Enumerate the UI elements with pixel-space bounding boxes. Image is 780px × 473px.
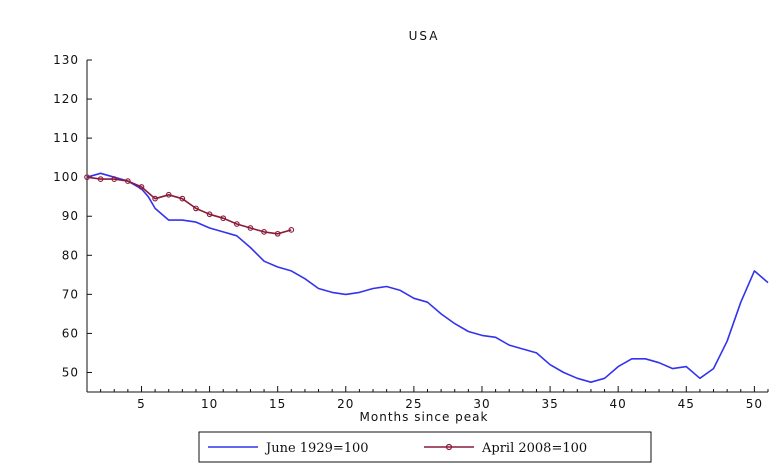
x-tick-label: 25 — [405, 397, 422, 411]
y-tick-label: 80 — [62, 248, 79, 262]
series-point-1 — [152, 195, 158, 202]
legend-marker-april-2008 — [445, 443, 453, 451]
x-tick-label: 5 — [137, 397, 146, 411]
y-tick-label: 90 — [62, 209, 79, 223]
x-axis-label: Months since peak — [360, 410, 489, 424]
series-point-1 — [274, 230, 281, 237]
series-point-1 — [97, 176, 104, 182]
series-point-1 — [193, 205, 199, 212]
series-point-1 — [206, 211, 213, 218]
series-point-1 — [111, 176, 118, 182]
series-point-1 — [247, 225, 254, 231]
series-line-0 — [86, 172, 769, 384]
x-tick-label: 10 — [201, 397, 218, 411]
x-tick-label: 35 — [541, 397, 558, 411]
x-tick-label: 30 — [473, 397, 490, 411]
y-tick-label: 50 — [62, 365, 79, 379]
x-tick-label: 40 — [610, 397, 627, 411]
legend: June 1929=100 April 2008=100 — [198, 431, 652, 463]
y-tick-label: 60 — [62, 326, 79, 340]
y-tick-label: 70 — [62, 287, 79, 301]
chart-title: USA — [409, 29, 440, 43]
series-line-1 — [86, 176, 292, 235]
series-point-1 — [138, 184, 145, 190]
x-tick-label: 50 — [746, 397, 763, 411]
legend-label-april-2008: April 2008=100 — [481, 441, 587, 456]
series-layer — [84, 172, 769, 384]
x-ticks: 5 10 15 20 25 30 35 40 45 50 — [86, 386, 769, 411]
series-point-1 — [288, 227, 295, 233]
x-tick-label: 45 — [678, 397, 695, 411]
x-tick-label: 20 — [337, 397, 354, 411]
x-tick-label: 15 — [269, 397, 286, 411]
series-point-1 — [261, 229, 267, 235]
series-point-1 — [179, 195, 186, 202]
y-ticks: 50 60 70 80 90 100 110 120 130 — [53, 53, 92, 379]
y-tick-label: 100 — [53, 170, 79, 184]
series-point-1 — [233, 221, 240, 227]
y-tick-label: 120 — [53, 92, 79, 106]
y-tick-label: 110 — [53, 131, 79, 145]
series-point-1 — [220, 215, 227, 222]
y-tick-label: 130 — [53, 53, 79, 67]
legend-label-june-1929: June 1929=100 — [264, 441, 369, 456]
series-point-1 — [125, 178, 131, 184]
series-point-1 — [84, 174, 90, 181]
series-point-1 — [165, 191, 172, 198]
